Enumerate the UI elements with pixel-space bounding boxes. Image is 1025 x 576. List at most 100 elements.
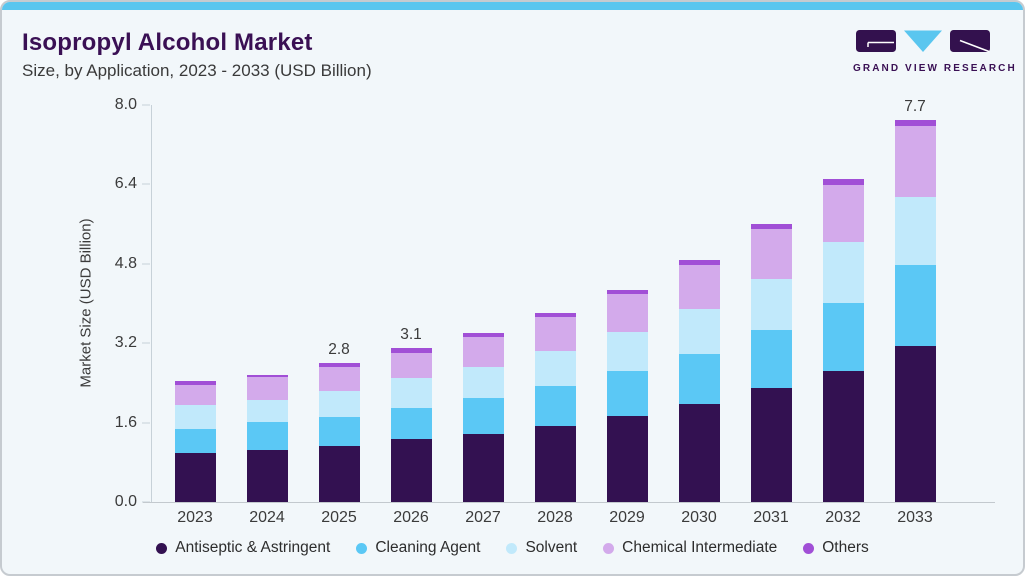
bar-segment-chemical-intermediate-2033 <box>894 126 936 197</box>
y-tick-mark <box>142 104 150 106</box>
bar-slot-2028 <box>519 105 591 502</box>
bar-value-label-2026: 3.1 <box>400 326 422 344</box>
bar-segment-cleaning-agent-2032 <box>822 303 864 371</box>
x-tick-label-2024: 2024 <box>249 509 285 526</box>
y-tick-mark <box>142 342 150 344</box>
bar-column-2024 <box>246 105 288 502</box>
y-tick-label: 3.2 <box>114 334 137 352</box>
plot-area: 0.0 1.6 3.2 4.8 6.4 8.0 2.8 3.1 7.7 2023 2024 202… <box>115 96 995 526</box>
legend-label-others: Others <box>822 539 869 556</box>
y-tick-label: 1.6 <box>114 413 137 431</box>
chart-subtitle: Size, by Application, 2023 - 2033 (USD B… <box>22 61 372 81</box>
bar-segment-others-2028 <box>534 312 576 318</box>
bar-segment-solvent-2030 <box>678 308 720 354</box>
bar-slot-2030 <box>663 105 735 502</box>
bar-segment-antiseptic-astringent-2028 <box>534 425 576 502</box>
bar-segment-others-2026 <box>390 348 432 353</box>
bar-segment-others-2030 <box>678 259 720 265</box>
x-tick-label-2029: 2029 <box>609 509 645 526</box>
bar-segment-cleaning-agent-2030 <box>678 353 720 404</box>
x-axis-labels: 2023 2024 2025 2026 2027 2028 2029 2030 2031 2032… <box>159 509 951 527</box>
x-tick-label-2027: 2027 <box>465 509 501 526</box>
bar-column-2033: 7.7 <box>894 98 936 502</box>
legend-item-chemical-intermediate: Chemical Intermediate <box>603 539 777 557</box>
bar-segment-chemical-intermediate-2026 <box>390 352 432 379</box>
bar-stack-2030 <box>678 259 720 502</box>
bar-column-2025: 2.8 <box>318 105 360 502</box>
bar-segment-antiseptic-astringent-2025 <box>318 445 360 502</box>
bar-column-2030 <box>678 105 720 502</box>
legend-item-solvent: Solvent <box>506 539 577 557</box>
bar-segment-cleaning-agent-2027 <box>462 397 504 435</box>
bar-column-2031 <box>750 105 792 502</box>
legend-label-cleaning-agent: Cleaning Agent <box>375 539 481 556</box>
bar-segment-cleaning-agent-2025 <box>318 416 360 446</box>
bar-stack-2028 <box>534 312 576 502</box>
bar-segment-solvent-2031 <box>750 278 792 330</box>
bar-stack-2024 <box>246 374 288 502</box>
bar-segment-others-2029 <box>606 289 648 295</box>
logo-mark-icon <box>856 30 990 53</box>
bar-stack-2026 <box>390 348 432 502</box>
bar-segment-chemical-intermediate-2029 <box>606 294 648 332</box>
bar-segment-chemical-intermediate-2028 <box>534 317 576 352</box>
logo-wordmark: GRAND VIEW RESEARCH <box>853 63 1017 74</box>
bar-segment-antiseptic-astringent-2024 <box>246 449 288 502</box>
legend-dot-solvent <box>506 542 518 554</box>
legend-item-cleaning-agent: Cleaning Agent <box>356 539 480 557</box>
legend-item-others: Others <box>803 539 869 557</box>
y-tick-label: 8.0 <box>114 96 137 113</box>
y-tick-mark <box>142 263 150 265</box>
bar-stack-2033 <box>894 119 936 502</box>
x-axis-line <box>143 502 995 503</box>
bar-segment-cleaning-agent-2029 <box>606 370 648 416</box>
bar-stack-2032 <box>822 178 864 502</box>
bar-segment-solvent-2033 <box>894 196 936 266</box>
bar-segment-cleaning-agent-2028 <box>534 386 576 426</box>
legend-item-antiseptic-astringent: Antiseptic & Astringent <box>156 539 330 557</box>
bar-column-2028 <box>534 105 576 502</box>
y-tick-label: 0.0 <box>114 493 137 510</box>
x-tick-label-2025: 2025 <box>321 509 357 526</box>
bar-column-2026: 3.1 <box>390 105 432 502</box>
bar-segment-antiseptic-astringent-2030 <box>678 403 720 502</box>
bar-column-2027 <box>462 105 504 502</box>
bar-segment-cleaning-agent-2031 <box>750 329 792 389</box>
bar-segment-others-2023 <box>174 381 216 385</box>
bars-container: 2.8 3.1 7.7 <box>159 98 951 502</box>
bar-value-label-2033: 7.7 <box>904 97 926 115</box>
x-tick-label-2028: 2028 <box>537 509 573 526</box>
legend-dot-chemical-intermediate <box>603 542 615 554</box>
y-tick-label: 6.4 <box>114 175 137 193</box>
bar-segment-antiseptic-astringent-2032 <box>822 371 864 502</box>
y-tick-mark <box>142 183 150 185</box>
bar-segment-cleaning-agent-2023 <box>174 428 216 454</box>
bar-stack-2023 <box>174 381 216 502</box>
gvr-logo: GRAND VIEW RESEARCH <box>853 28 1017 74</box>
bar-value-label-2025: 2.8 <box>328 341 350 359</box>
legend-dot-cleaning-agent <box>356 542 368 554</box>
bar-segment-cleaning-agent-2026 <box>390 408 432 440</box>
bar-segment-others-2032 <box>822 178 864 185</box>
x-tick-label-2023: 2023 <box>177 509 213 526</box>
chart-header: Isopropyl Alcohol Market Size, by Applic… <box>22 29 372 81</box>
bar-segment-others-2033 <box>894 119 936 127</box>
bar-segment-chemical-intermediate-2030 <box>678 264 720 309</box>
bar-segment-antiseptic-astringent-2027 <box>462 434 504 502</box>
bar-segment-antiseptic-astringent-2033 <box>894 346 936 502</box>
bar-segment-solvent-2027 <box>462 367 504 398</box>
x-tick-label-2032: 2032 <box>825 509 861 526</box>
bar-segment-chemical-intermediate-2027 <box>462 337 504 368</box>
x-tick-label-2030: 2030 <box>681 509 717 526</box>
bar-stack-2027 <box>462 333 504 502</box>
y-axis-line <box>151 105 152 502</box>
bar-stack-2025 <box>318 363 360 502</box>
bar-segment-others-2025 <box>318 363 360 367</box>
bar-segment-cleaning-agent-2033 <box>894 265 936 347</box>
y-tick-mark <box>142 422 150 424</box>
x-tick-label-2033: 2033 <box>897 509 933 526</box>
top-accent-bar <box>2 2 1023 10</box>
bar-segment-antiseptic-astringent-2029 <box>606 415 648 502</box>
bar-column-2029 <box>606 105 648 502</box>
